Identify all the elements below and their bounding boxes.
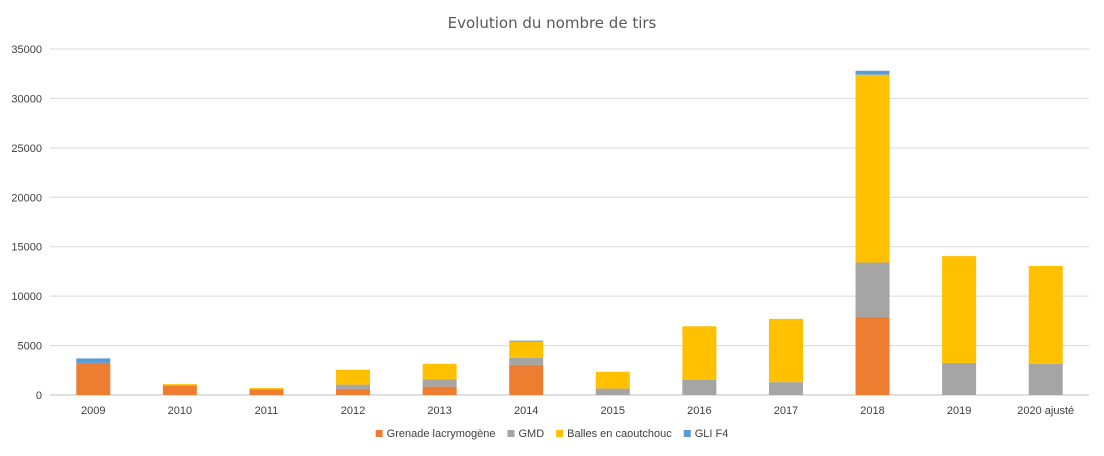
legend-label: Balles en caoutchouc (567, 428, 672, 440)
y-tick-label: 30000 (11, 93, 42, 105)
bar-stack (855, 70, 890, 395)
x-tick-label: 2014 (514, 405, 538, 417)
bar-segment (1028, 363, 1063, 395)
bar-stack (595, 371, 630, 395)
bar-segment (76, 358, 111, 363)
bar-stack (249, 388, 284, 395)
bar-segment (76, 362, 111, 395)
x-tick-label: 2016 (687, 405, 711, 417)
legend-swatch (507, 430, 515, 437)
bar-segment (509, 340, 544, 342)
bar-segment (855, 70, 890, 75)
legend: Grenade lacrymogène GMD Balles en caoutcho… (375, 428, 729, 440)
bar-segment (768, 318, 803, 383)
y-axis-ticks: 0 5000 10000 15000 20000 25000 30000 35000 (11, 44, 42, 402)
bar-segment (682, 379, 717, 395)
y-tick-label: 5000 (18, 341, 42, 353)
bar-segment (249, 388, 284, 390)
x-tick-label: 2017 (774, 405, 798, 417)
y-tick-label: 20000 (11, 192, 42, 204)
bar-stack (942, 256, 977, 395)
gridlines (50, 48, 1089, 396)
x-axis-ticks: 2009 2010 2011 2012 2013 2014 2015 2016 2017 2018… (81, 405, 1074, 417)
bar-segment (942, 362, 977, 395)
legend-swatch (556, 430, 564, 437)
bar-segment (509, 357, 544, 365)
x-tick-label: 2009 (81, 405, 105, 417)
bar-segment (1028, 265, 1063, 364)
chart-title: Evolution du nombre de tirs (448, 14, 657, 32)
bar-stack (682, 326, 717, 395)
y-tick-label: 35000 (11, 44, 42, 56)
bar-stack (422, 363, 457, 395)
bar-segment (942, 256, 977, 363)
bar-segment (595, 388, 630, 395)
bar-stack (509, 340, 544, 395)
bar-segment (162, 384, 197, 386)
legend-label: GMD (518, 428, 544, 440)
x-tick-label: 2010 (168, 405, 192, 417)
x-tick-label: 2018 (860, 405, 884, 417)
y-tick-label: 0 (36, 390, 42, 402)
legend-item: GLI F4 (683, 428, 729, 440)
bar-segment (509, 341, 544, 358)
bar-stack (76, 358, 111, 395)
bar-segment (422, 363, 457, 380)
bars (76, 70, 1063, 395)
x-tick-label: 2019 (947, 405, 971, 417)
bar-stack (1028, 265, 1063, 395)
bar-segment (682, 326, 717, 380)
x-tick-label: 2015 (601, 405, 625, 417)
x-tick-label: 2011 (255, 405, 279, 417)
y-tick-label: 15000 (11, 242, 42, 254)
legend-swatch (683, 430, 691, 437)
bar-segment (855, 316, 890, 395)
bar-segment (855, 74, 890, 263)
x-tick-label: 2012 (341, 405, 365, 417)
bar-segment (422, 379, 457, 387)
bar-segment (336, 384, 371, 390)
bar-segment (855, 262, 890, 317)
y-tick-label: 25000 (11, 143, 42, 155)
bar-stack (768, 318, 803, 395)
legend-swatch (375, 430, 383, 437)
bar-segment (768, 382, 803, 395)
legend-label: Grenade lacrymogène (387, 428, 496, 440)
legend-label: GLI F4 (695, 428, 729, 440)
bar-stack (336, 369, 371, 395)
bar-segment (595, 371, 630, 389)
bar-segment (336, 369, 371, 385)
x-tick-label: 2013 (427, 405, 451, 417)
legend-item: Balles en caoutchouc (556, 428, 672, 440)
bar-stack (162, 384, 197, 395)
bar-segment (509, 364, 544, 395)
bar-segment (162, 385, 197, 395)
bar-segment (422, 386, 457, 395)
legend-item: Grenade lacrymogène (375, 428, 496, 440)
y-tick-label: 10000 (11, 291, 42, 303)
x-tick-label: 2020 ajusté (1017, 405, 1074, 417)
bar-segment (249, 389, 284, 395)
legend-item: GMD (507, 428, 544, 440)
bar-segment (336, 389, 371, 395)
